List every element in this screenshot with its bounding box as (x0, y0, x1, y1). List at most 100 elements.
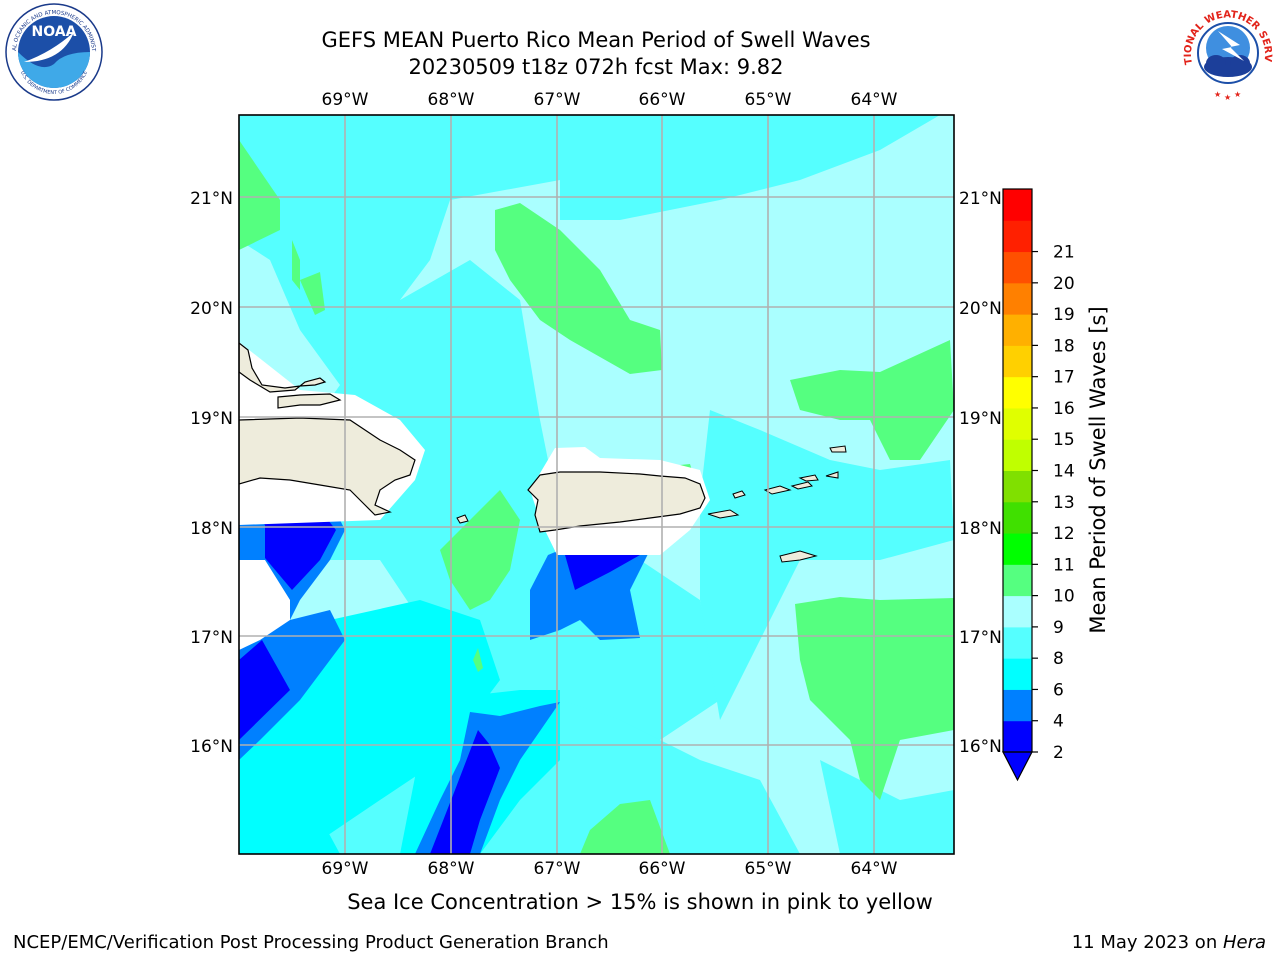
lat-label: 21°N (959, 189, 1002, 209)
lat-label: 21°N (190, 189, 233, 209)
colorbar-tick-label: 16 (1053, 399, 1075, 419)
colorbar-tick-label: 18 (1053, 336, 1075, 356)
lat-labels-right: 21°N 20°N 19°N 18°N 17°N 16°N (959, 189, 1002, 757)
field-lt2-south (430, 730, 500, 854)
svg-text:★: ★ (1234, 90, 1241, 99)
map-frame (238, 114, 955, 855)
colorbar-tick-label: 11 (1053, 555, 1075, 575)
lon-label: 67°W (534, 90, 581, 110)
colorbar-segment (1003, 564, 1032, 597)
lon-label: 66°W (639, 859, 686, 879)
map-title: GEFS MEAN Puerto Rico Mean Period of Swe… (321, 28, 871, 52)
map-gridlines (239, 115, 954, 854)
colorbar-segment (1003, 470, 1032, 503)
colorbar-segment (1003, 220, 1032, 253)
lon-label: 69°W (322, 859, 369, 879)
colorbar-segment (1003, 595, 1032, 628)
colorbar-tick-label: 10 (1053, 587, 1075, 607)
field-9-10-nw3 (300, 272, 325, 315)
colorbar-tick-label: 8 (1053, 649, 1064, 669)
footer-date-text: 11 May 2023 on (1071, 932, 1223, 953)
colorbar-segment (1003, 720, 1032, 753)
lat-label: 20°N (190, 299, 233, 319)
footer-date: 11 May 2023 on Hera (1072, 932, 1266, 953)
colorbar-segment (1003, 439, 1032, 471)
lon-labels-bottom: 69°W 68°W 67°W 66°W 65°W 64°W (322, 859, 898, 879)
colorbar-segment (1003, 407, 1032, 440)
field-9-10-center (440, 490, 520, 610)
land-st-croix (779, 550, 818, 563)
colorbar-segment (1003, 345, 1032, 378)
colorbar-segment (1003, 533, 1032, 565)
lon-labels-top: 69°W 68°W 67°W 66°W 65°W 64°W (322, 90, 898, 110)
lon-label: 64°W (851, 90, 898, 110)
colorbar-tick-label: 17 (1053, 368, 1075, 388)
nodata-sw-coast (239, 560, 290, 650)
lon-label: 65°W (745, 859, 792, 879)
colorbar-tick-label: 15 (1053, 430, 1075, 450)
lat-label: 19°N (190, 409, 233, 429)
colorbar-tick-label: 2 (1053, 743, 1064, 763)
field-9-10-ne (790, 340, 954, 460)
lon-label: 64°W (851, 859, 898, 879)
lat-label: 18°N (190, 519, 233, 539)
colorbar-segment (1003, 501, 1032, 534)
svg-text:★: ★ (1224, 93, 1231, 102)
field-9-10-strip (473, 648, 483, 672)
colorbar-tick-label: 12 (1053, 524, 1075, 544)
land-virgin-islands (732, 445, 847, 499)
field-9-10-nw2 (292, 240, 300, 290)
lat-label: 17°N (959, 628, 1002, 648)
lat-label: 20°N (959, 299, 1002, 319)
land-vieques (707, 509, 740, 519)
colorbar-segment (1003, 189, 1032, 221)
lat-label: 17°N (190, 628, 233, 648)
colorbar-segment (1003, 314, 1032, 346)
colorbar-tick-label: 9 (1053, 618, 1064, 638)
footer-host: Hera (1222, 932, 1266, 953)
lon-label: 68°W (428, 90, 475, 110)
lat-label: 16°N (190, 737, 233, 757)
lon-label: 67°W (534, 859, 581, 879)
lat-label: 18°N (959, 519, 1002, 539)
colorbar-tick-label: 13 (1053, 493, 1075, 513)
field-2-4-center (530, 550, 650, 640)
lon-label: 65°W (745, 90, 792, 110)
field-lt2-sw (239, 640, 290, 740)
lat-label: 16°N (959, 737, 1002, 757)
colorbar-tick-label: 14 (1053, 462, 1075, 482)
field-lt2-pr (565, 555, 640, 590)
colorbar-segment (1003, 689, 1032, 722)
colorbar-tick-label: 19 (1053, 305, 1075, 325)
svg-text:★: ★ (1214, 90, 1221, 99)
field-6-8-ne (560, 115, 940, 220)
colorbar-tick-label: 4 (1053, 712, 1064, 732)
field-9-10-nw (239, 140, 280, 250)
field-9-10-south (580, 800, 670, 854)
land-mona (456, 514, 469, 524)
colorbar-segment (1003, 658, 1032, 690)
colorbar-tick-label: 21 (1053, 243, 1075, 263)
footer-credit: NCEP/EMC/Verification Post Processing Pr… (13, 932, 609, 953)
lat-label: 19°N (959, 409, 1002, 429)
lon-label: 68°W (428, 859, 475, 879)
sea-ice-note: Sea Ice Concentration > 15% is shown in … (347, 890, 933, 914)
nws-logo: NATIONAL WEATHER SERVICE ★★★ (1178, 3, 1276, 102)
noaa-logo: NOAA NATIONAL OCEANIC AND ATMOSPHERIC AD… (4, 2, 103, 101)
colorbar-segment (1003, 282, 1032, 315)
field-6-8-east (700, 410, 954, 720)
swell-field (239, 115, 954, 854)
colorbar-tick-label: 6 (1053, 680, 1064, 700)
land-puerto-rico (527, 471, 706, 533)
colorbar-segment (1003, 626, 1032, 659)
colorbar-segment (1003, 251, 1032, 284)
colorbar-label: Mean Period of Swell Waves [s] (1086, 306, 1110, 633)
lon-label: 66°W (639, 90, 686, 110)
field-6-8-se (820, 760, 954, 854)
colorbar-extend-triangle (1002, 751, 1033, 782)
lat-labels-left: 21°N 20°N 19°N 18°N 17°N 16°N (190, 189, 233, 757)
field-9-10-north (495, 203, 662, 374)
noaa-logo-text: NOAA (32, 24, 77, 40)
colorbar-segment (1003, 376, 1032, 409)
